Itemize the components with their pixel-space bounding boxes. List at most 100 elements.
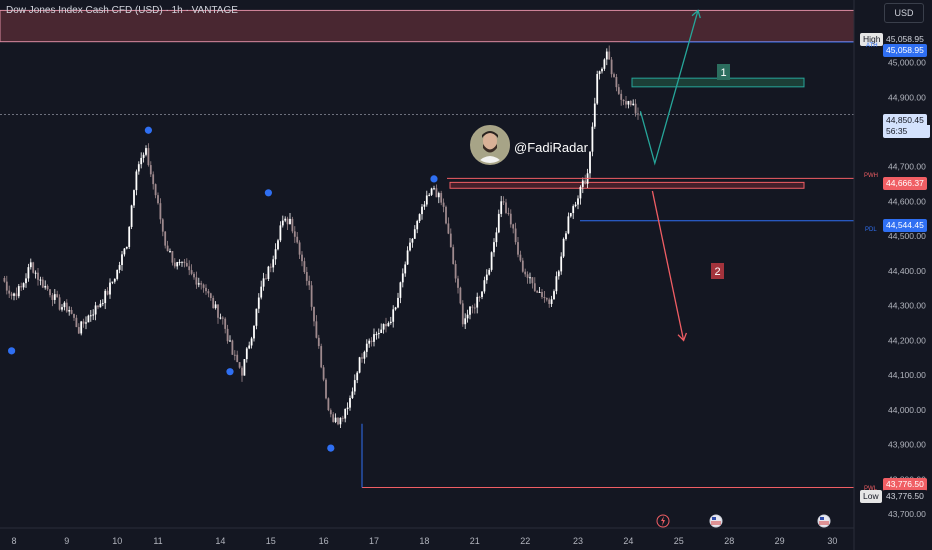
price-tick-label: 44,100.00 (888, 370, 926, 380)
candle-body (219, 317, 222, 319)
candle-body (262, 278, 265, 287)
time-tick-label: 23 (573, 536, 583, 546)
candle-body (502, 201, 505, 203)
currency-button[interactable]: USD (884, 3, 924, 23)
candle-body (337, 417, 339, 425)
candle-body (125, 246, 128, 249)
candle-body (233, 354, 236, 356)
price-tick-label: 44,600.00 (888, 196, 926, 206)
candle-body (260, 286, 263, 298)
candle-body (200, 283, 203, 285)
scenario-label-box-2 (711, 263, 724, 279)
candle-body (137, 164, 140, 172)
candle-body (133, 190, 135, 206)
candle-body (116, 269, 119, 279)
candle-body (363, 351, 366, 359)
pdl-price-tag: 44,544.45 (883, 219, 927, 232)
candle-body (603, 59, 606, 69)
candle-body (377, 333, 380, 335)
candle-body (327, 398, 330, 411)
candle-body (217, 304, 219, 318)
avatar (470, 125, 510, 165)
candle-body (373, 334, 375, 342)
candle-body (27, 267, 30, 279)
candle-body (106, 290, 109, 295)
candle-body (123, 248, 126, 255)
candle-body (526, 274, 529, 278)
candle-body (202, 284, 205, 288)
candle-body (104, 290, 107, 304)
candle-body (392, 309, 395, 322)
candle-body (593, 103, 596, 127)
candle-body (190, 270, 193, 274)
candle-body (274, 249, 277, 260)
candle-body (557, 271, 560, 277)
time-tick-label: 15 (266, 536, 276, 546)
candle-body (224, 318, 227, 329)
candle-body (130, 205, 133, 227)
candle-body (524, 271, 527, 275)
candle-body (73, 313, 75, 318)
candle-body (97, 305, 99, 308)
candle-body (385, 324, 387, 327)
time-tick-label: 18 (419, 536, 429, 546)
candle-body (37, 272, 39, 280)
time-tick-label: 9 (64, 536, 69, 546)
candle-body (75, 317, 78, 328)
pwh-price-tag: 44,666.37 (883, 177, 927, 190)
candle-body (341, 417, 344, 419)
candle-body (553, 291, 555, 300)
candle-body (142, 154, 145, 158)
candle-body (303, 261, 306, 273)
price-tick-label: 44,700.00 (888, 162, 926, 172)
candle-body (101, 303, 104, 305)
candle-body (286, 218, 289, 225)
candle-body (459, 287, 462, 304)
candle-body (80, 321, 83, 334)
price-tick-label: 45,000.00 (888, 58, 926, 68)
candle-body (481, 291, 483, 297)
candle-body (154, 184, 157, 196)
candle-body (596, 73, 599, 104)
candle-body (382, 324, 385, 330)
candle-body (495, 232, 498, 243)
low-value: 43,776.50 (883, 490, 927, 503)
candle-body (248, 345, 251, 349)
high-line-value: 45,058.95 (883, 44, 927, 57)
candle-body (514, 228, 517, 243)
candle-body (269, 266, 272, 268)
candle-body (577, 198, 579, 205)
candle-body (236, 354, 239, 363)
candle-body (152, 174, 155, 185)
candle-body (437, 193, 440, 198)
swing-dots (8, 126, 438, 452)
candle-body (298, 242, 301, 255)
candle-body (574, 204, 577, 207)
scenario-arrowhead-1 (691, 9, 701, 19)
candle-body (620, 93, 623, 100)
candle-body (356, 372, 359, 381)
candle-body (195, 277, 198, 285)
candle-body (89, 315, 92, 317)
candle-body (560, 256, 563, 272)
candle-body (505, 202, 507, 213)
candle-body (449, 233, 452, 248)
ath-label: ATH (866, 43, 878, 49)
candle-body (512, 224, 515, 229)
candle-body (193, 273, 195, 278)
candle-body (46, 285, 49, 290)
candle-body (613, 74, 615, 77)
candle-body (241, 367, 243, 376)
candle-body (296, 236, 299, 243)
low-tag: Low (860, 490, 882, 503)
candle-body (212, 298, 215, 309)
candle-body (178, 262, 181, 264)
candle-body (550, 299, 553, 304)
candle-body (351, 391, 354, 399)
candle-body (49, 289, 51, 296)
candle-body (99, 303, 102, 308)
candle-body (461, 303, 464, 325)
candle-body (85, 322, 87, 324)
candle-body (92, 314, 95, 316)
candle-body (63, 302, 66, 308)
